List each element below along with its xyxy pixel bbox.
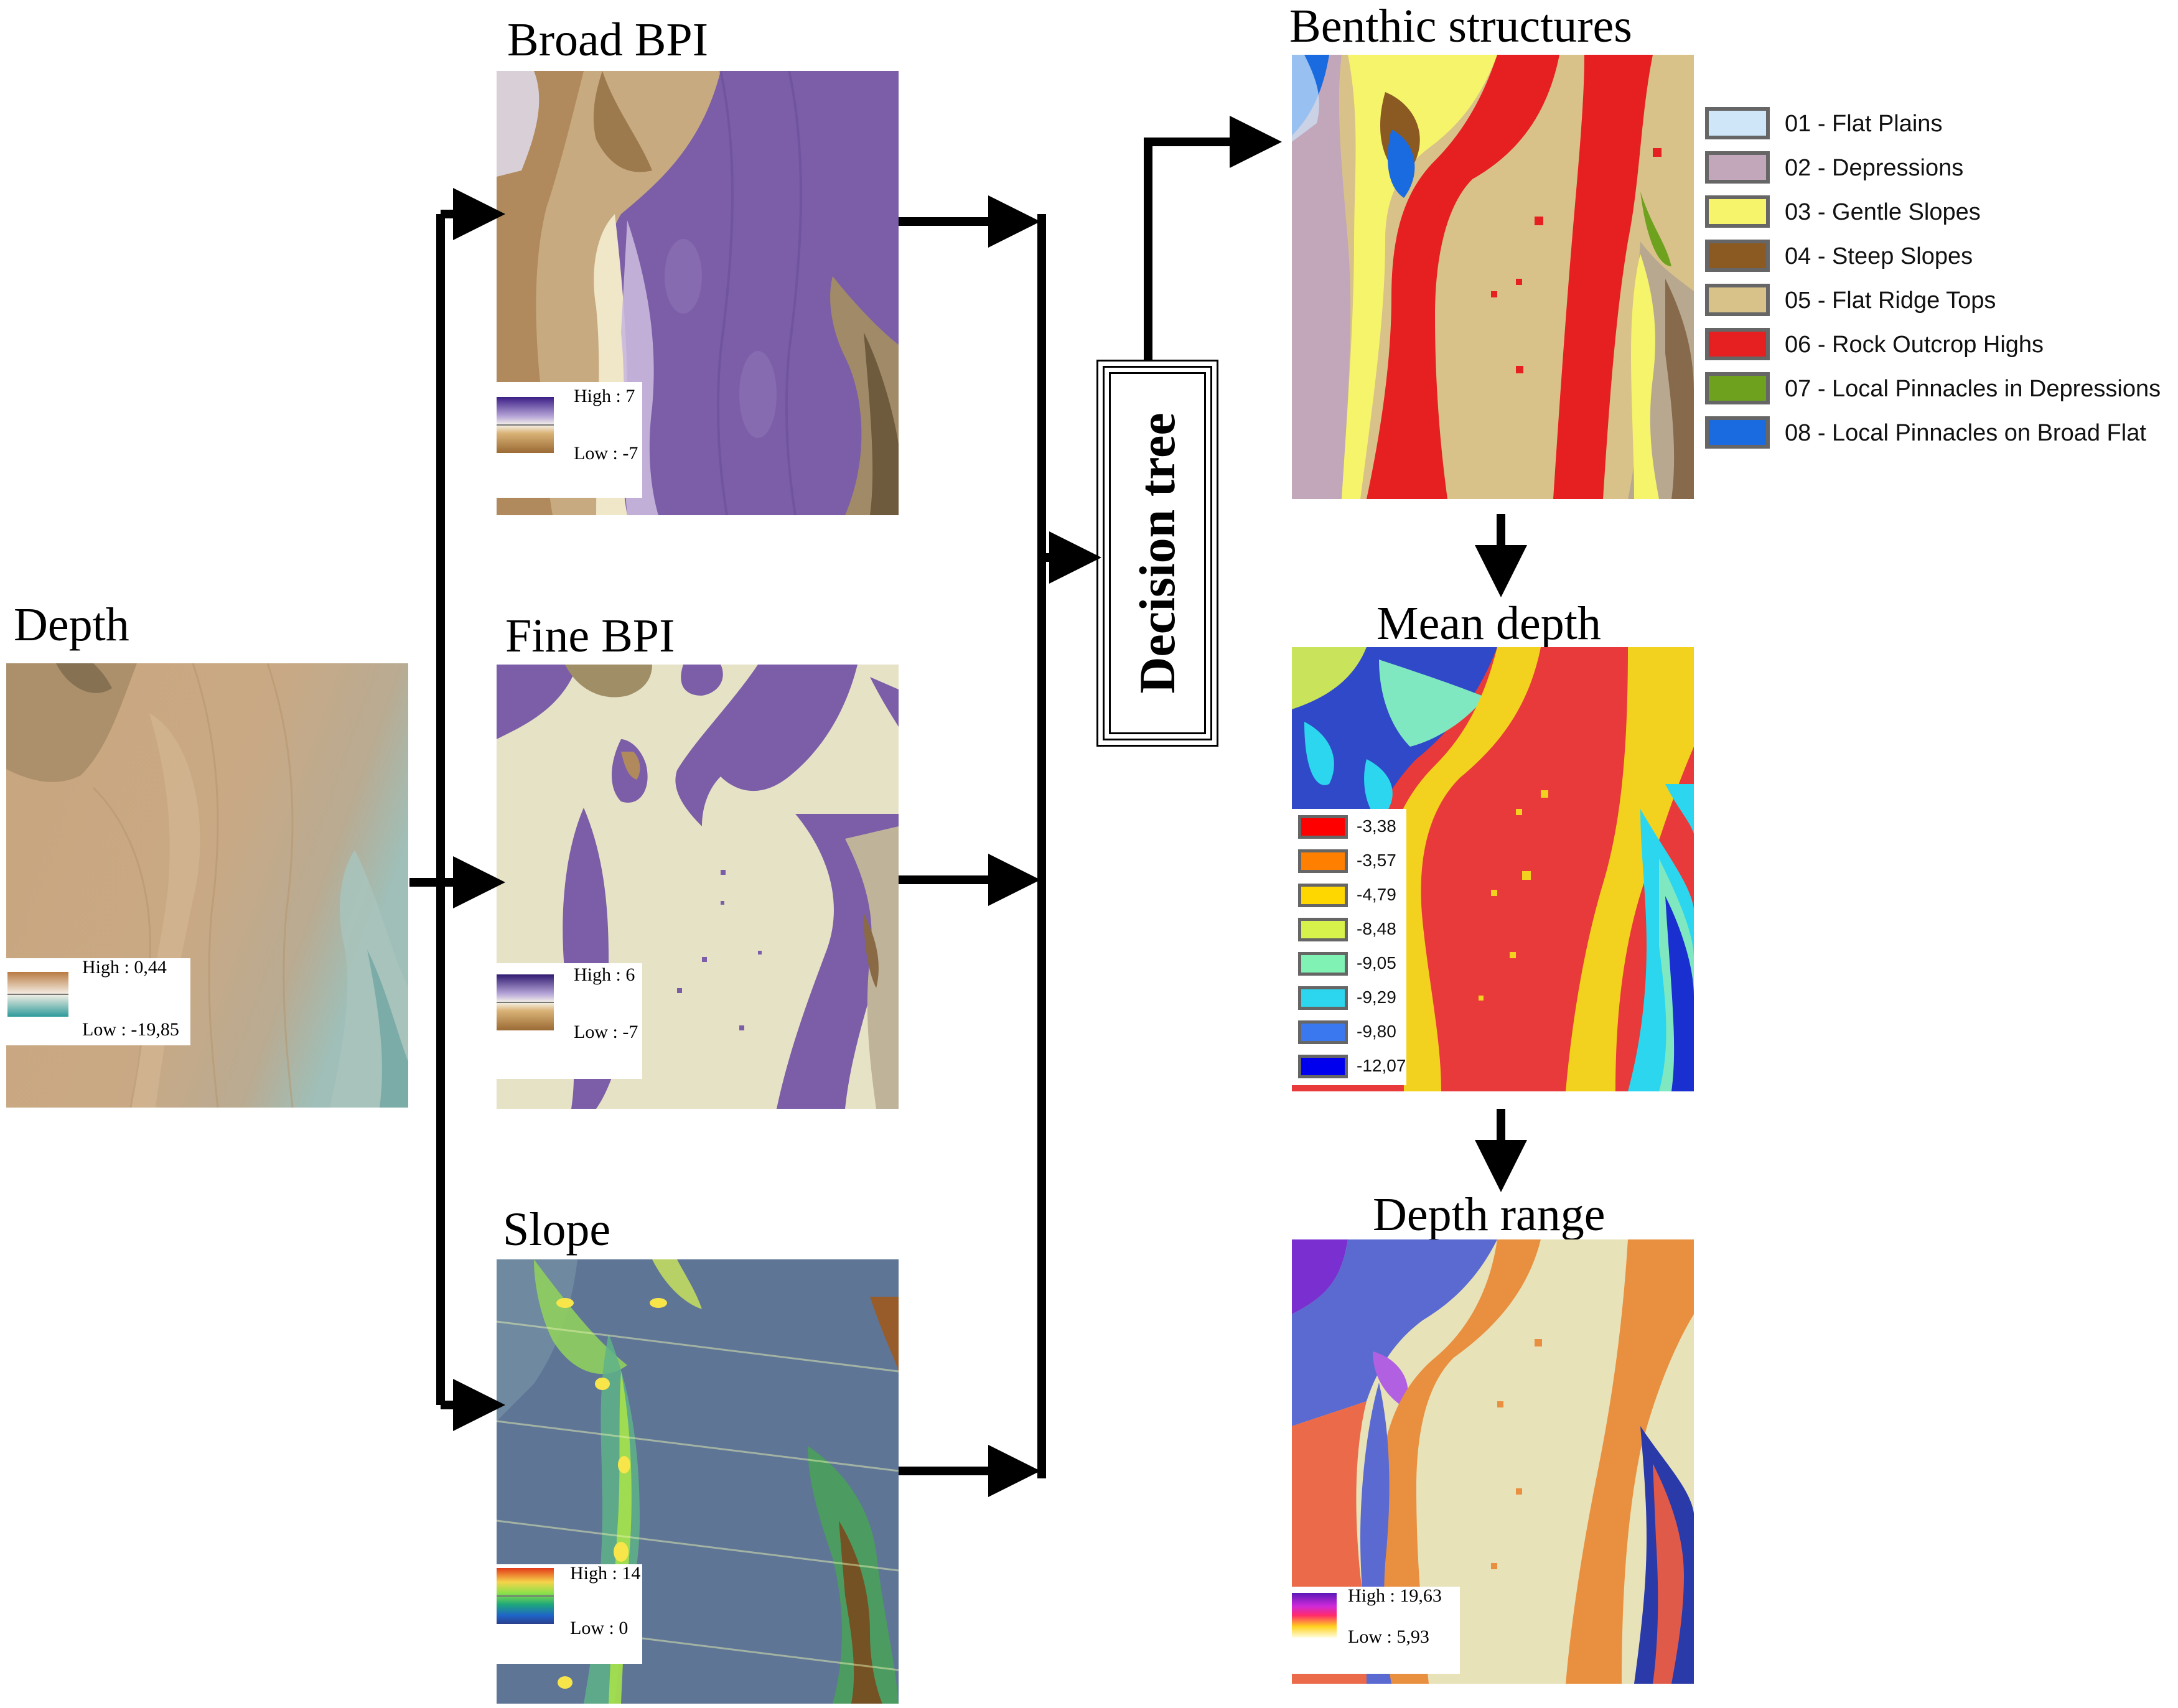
legend-label: -9,05 [1357, 953, 1396, 973]
legend-label: -3,57 [1357, 851, 1396, 870]
fine-bpi-legend-low: Low : -7 [574, 1022, 638, 1042]
legend-swatch [1705, 328, 1770, 360]
legend-swatch [1705, 240, 1770, 272]
fine-bpi-color-ramp [497, 974, 554, 1030]
legend-entry: -9,05 [1298, 948, 1404, 977]
legend-label: -12,07 [1357, 1056, 1406, 1075]
depth-range-color-ramp [1292, 1593, 1337, 1638]
legend-label: -8,48 [1357, 919, 1396, 938]
ramp-tick [497, 1595, 554, 1597]
fine-bpi-legend-high: High : 6 [574, 964, 635, 985]
depth-legend-high: High : 0,44 [82, 957, 167, 978]
decision-tree-frame [1103, 366, 1212, 740]
ramp-tick [497, 1002, 554, 1003]
legend-label: -4,79 [1357, 885, 1396, 904]
broad-bpi-title: Broad BPI [507, 14, 708, 66]
benthic-title: Benthic structures [1289, 0, 1632, 52]
fine-bpi-title: Fine BPI [505, 610, 675, 662]
legend-swatch [1298, 918, 1348, 941]
legend-label: 04 - Steep Slopes [1785, 243, 1973, 269]
depth-range-legend-high: High : 19,63 [1348, 1585, 1442, 1606]
slope-color-ramp [497, 1568, 554, 1624]
legend-label: 06 - Rock Outcrop Highs [1785, 332, 2044, 358]
legend-swatch [1298, 815, 1348, 839]
legend-label: -3,38 [1357, 816, 1396, 836]
legend-swatch [1298, 1055, 1348, 1078]
legend-entry: 03 - Gentle Slopes [1705, 193, 2178, 230]
legend-swatch [1705, 151, 1770, 184]
legend-swatch [1705, 284, 1770, 316]
legend-entry: -8,48 [1298, 914, 1404, 943]
benthic-structures-map [1292, 55, 1694, 499]
legend-label: 01 - Flat Plains [1785, 111, 1943, 137]
decision-tree-frame [1109, 372, 1206, 734]
broad-bpi-legend-low: Low : -7 [574, 443, 638, 464]
legend-label: 07 - Local Pinnacles in Depressions [1785, 376, 2161, 402]
slope-legend: High : 14 Low : 0 [497, 1564, 642, 1664]
depth-legend-low: Low : -19,85 [82, 1019, 179, 1040]
legend-swatch [1298, 1020, 1348, 1044]
legend-swatch [1298, 884, 1348, 907]
legend-label: 03 - Gentle Slopes [1785, 199, 1981, 225]
arrow-to-benthic [1144, 116, 1282, 360]
slope-legend-low: Low : 0 [570, 1618, 629, 1638]
legend-swatch [1705, 416, 1770, 449]
depth-range-legend-low: Low : 5,93 [1348, 1626, 1429, 1647]
broad-bpi-legend: High : 7 Low : -7 [497, 382, 642, 498]
legend-entry: -4,79 [1298, 880, 1404, 908]
legend-entry: -12,07 [1298, 1051, 1406, 1080]
depth-color-ramp [7, 972, 68, 1017]
legend-swatch [1705, 372, 1770, 404]
legend-label: 05 - Flat Ridge Tops [1785, 287, 1996, 314]
legend-label: -9,80 [1357, 1022, 1396, 1041]
legend-label: 08 - Local Pinnacles on Broad Flat [1785, 420, 2146, 446]
legend-label: 02 - Depressions [1785, 155, 1964, 181]
fine-bpi-legend: High : 6 Low : -7 [497, 963, 642, 1079]
legend-entry: 02 - Depressions [1705, 149, 2178, 186]
legend-entry: 01 - Flat Plains [1705, 105, 2178, 142]
legend-entry: 08 - Local Pinnacles on Broad Flat [1705, 414, 2178, 451]
depth-range-title: Depth range [1373, 1188, 1605, 1241]
legend-swatch [1298, 849, 1348, 873]
legend-entry: -3,57 [1298, 846, 1404, 874]
depth-legend: High : 0,44 Low : -19,85 [6, 958, 190, 1045]
depth-range-map [1292, 1239, 1694, 1684]
slope-title: Slope [503, 1203, 611, 1256]
slope-legend-high: High : 14 [570, 1563, 641, 1584]
legend-entry: -3,38 [1298, 811, 1404, 840]
legend-swatch [1298, 952, 1348, 976]
ramp-tick [7, 994, 68, 995]
legend-swatch [1705, 195, 1770, 228]
legend-entry: -9,29 [1298, 982, 1404, 1011]
legend-label: -9,29 [1357, 987, 1396, 1007]
depth-range-legend: High : 19,63 Low : 5,93 [1292, 1587, 1460, 1674]
broad-bpi-legend-high: High : 7 [574, 386, 635, 406]
legend-entry: 05 - Flat Ridge Tops [1705, 281, 2178, 319]
legend-swatch [1705, 107, 1770, 139]
depth-title: Depth [14, 599, 129, 651]
legend-entry: 06 - Rock Outcrop Highs [1705, 325, 2178, 363]
mean-depth-title: Mean depth [1376, 597, 1601, 650]
legend-swatch [1298, 986, 1348, 1010]
legend-entry: 04 - Steep Slopes [1705, 237, 2178, 274]
fine-bpi-map [497, 665, 899, 1109]
legend-entry: -9,80 [1298, 1017, 1404, 1045]
ramp-tick [497, 424, 554, 426]
mean-depth-legend: -3,38 -3,57 -4,79 -8,48 -9,05 -9,29 -9,8… [1291, 809, 1406, 1085]
legend-entry: 07 - Local Pinnacles in Depressions [1705, 370, 2178, 407]
broad-bpi-color-ramp [497, 397, 554, 453]
